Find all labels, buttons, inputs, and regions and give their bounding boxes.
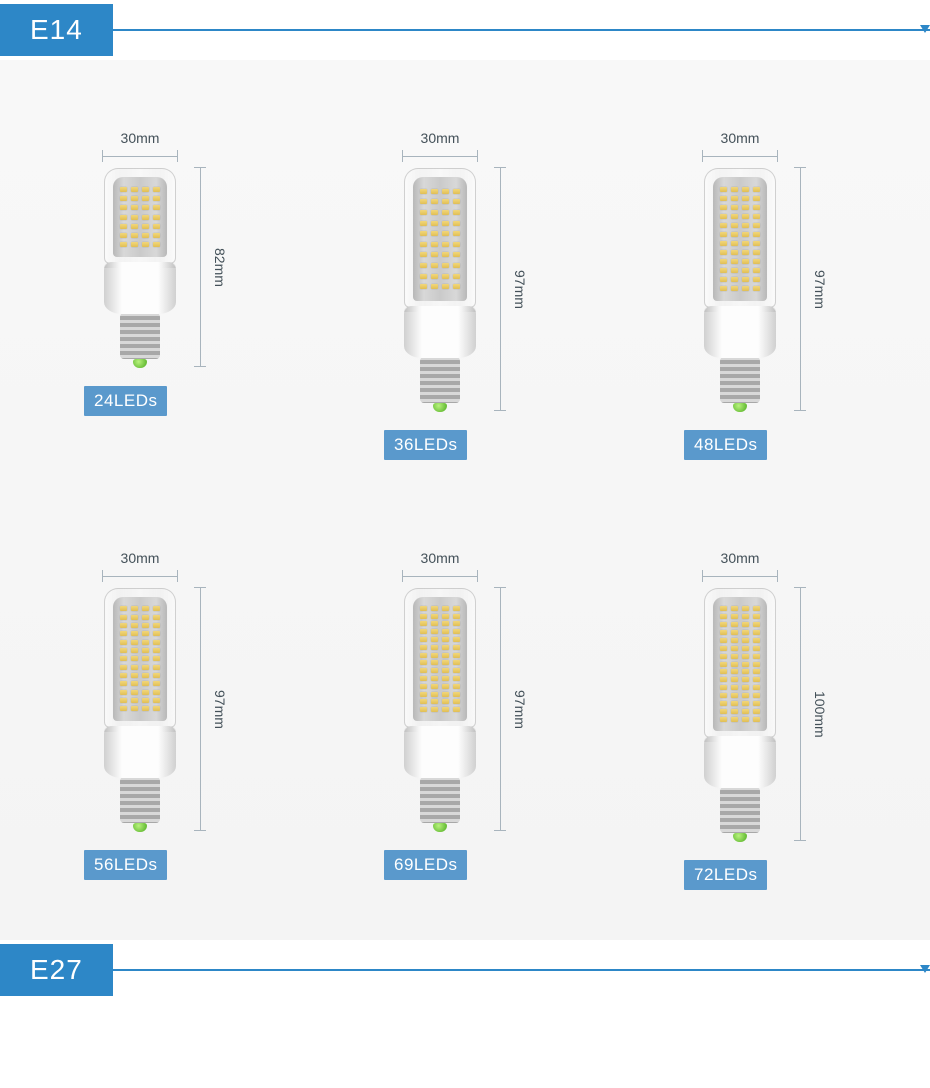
width-label: 30mm — [121, 130, 160, 146]
bulb-screw-base — [120, 313, 160, 359]
bulb-tip — [133, 823, 147, 832]
bulb-dome — [704, 588, 776, 738]
bulb-dome — [104, 588, 176, 728]
led-count-badge: 36LEDs — [384, 430, 467, 460]
height-bracket-icon — [194, 587, 206, 831]
bulb-dome — [404, 168, 476, 308]
width-label: 30mm — [721, 130, 760, 146]
bulb-graphic — [704, 168, 776, 412]
bulb-grid: 30mm 82mm 24LEDs 30mm — [40, 130, 890, 890]
bulb-diagram: 30mm 82mm — [102, 130, 228, 368]
section1-rule — [113, 29, 930, 31]
section2-rule — [113, 969, 930, 971]
arrow-down-icon — [920, 25, 930, 33]
bulb-graphic — [404, 168, 476, 412]
bulb-graphic — [404, 588, 476, 832]
height-bracket-icon — [794, 587, 806, 841]
bulb-diagram: 30mm 97mm — [102, 550, 228, 832]
led-panel — [713, 177, 767, 301]
bulb-tip — [733, 403, 747, 412]
section2: E27 — [0, 940, 930, 1000]
bulb-tip — [733, 833, 747, 842]
bulb-dome — [104, 168, 176, 264]
height-bracket-icon — [194, 167, 206, 367]
led-panel — [413, 597, 467, 721]
bulb-graphic — [104, 168, 176, 368]
bulb-screw-base — [420, 357, 460, 403]
bulb-tip — [133, 359, 147, 368]
bulb-diagram: 30mm 97mm — [402, 130, 528, 412]
led-panel — [413, 177, 467, 301]
led-panel — [713, 597, 767, 731]
section1-tab: E14 — [0, 4, 113, 56]
height-label: 97mm — [512, 270, 528, 309]
height-label: 100mm — [812, 691, 828, 738]
bulb-tip — [433, 823, 447, 832]
section2-tab: E27 — [0, 944, 113, 996]
width-label: 30mm — [421, 550, 460, 566]
led-count-badge: 24LEDs — [84, 386, 167, 416]
height-bracket-icon — [494, 167, 506, 411]
bulb-item-4: 30mm 97mm 69LEDs — [340, 550, 590, 890]
led-panel — [113, 597, 167, 721]
bulb-tip — [433, 403, 447, 412]
led-panel — [113, 177, 167, 257]
width-bracket-icon — [402, 570, 478, 582]
bulb-graphic — [104, 588, 176, 832]
bulb-item-3: 30mm 97mm 56LEDs — [40, 550, 290, 890]
width-bracket-icon — [402, 150, 478, 162]
bulb-item-0: 30mm 82mm 24LEDs — [40, 130, 290, 460]
bulb-dome — [404, 588, 476, 728]
bulb-collar — [104, 726, 176, 778]
bulb-item-2: 30mm 97mm 48LEDs — [640, 130, 890, 460]
bulb-collar — [404, 306, 476, 358]
section1-body: 30mm 82mm 24LEDs 30mm — [0, 60, 930, 940]
bulb-graphic — [704, 588, 776, 842]
width-label: 30mm — [421, 130, 460, 146]
height-label: 82mm — [212, 248, 228, 287]
bulb-diagram: 30mm 97mm — [402, 550, 528, 832]
bulb-collar — [404, 726, 476, 778]
height-label: 97mm — [812, 270, 828, 309]
led-count-badge: 48LEDs — [684, 430, 767, 460]
bulb-screw-base — [720, 787, 760, 833]
width-label: 30mm — [121, 550, 160, 566]
height-label: 97mm — [512, 690, 528, 729]
width-bracket-icon — [102, 570, 178, 582]
bulb-screw-base — [420, 777, 460, 823]
height-label: 97mm — [212, 690, 228, 729]
bulb-diagram: 30mm 100mm — [702, 550, 828, 842]
led-count-badge: 56LEDs — [84, 850, 167, 880]
height-bracket-icon — [794, 167, 806, 411]
bulb-dome — [704, 168, 776, 308]
bulb-collar — [704, 306, 776, 358]
width-bracket-icon — [702, 570, 778, 582]
bulb-screw-base — [120, 777, 160, 823]
bulb-item-5: 30mm 100mm 72LEDs — [640, 550, 890, 890]
bulb-collar — [704, 736, 776, 788]
section1: E14 — [0, 0, 930, 60]
arrow-down-icon — [920, 965, 930, 973]
bulb-screw-base — [720, 357, 760, 403]
width-label: 30mm — [721, 550, 760, 566]
width-bracket-icon — [102, 150, 178, 162]
bulb-item-1: 30mm 97mm 36LEDs — [340, 130, 590, 460]
bulb-diagram: 30mm 97mm — [702, 130, 828, 412]
led-count-badge: 72LEDs — [684, 860, 767, 890]
width-bracket-icon — [702, 150, 778, 162]
led-count-badge: 69LEDs — [384, 850, 467, 880]
bulb-collar — [104, 262, 176, 314]
height-bracket-icon — [494, 587, 506, 831]
